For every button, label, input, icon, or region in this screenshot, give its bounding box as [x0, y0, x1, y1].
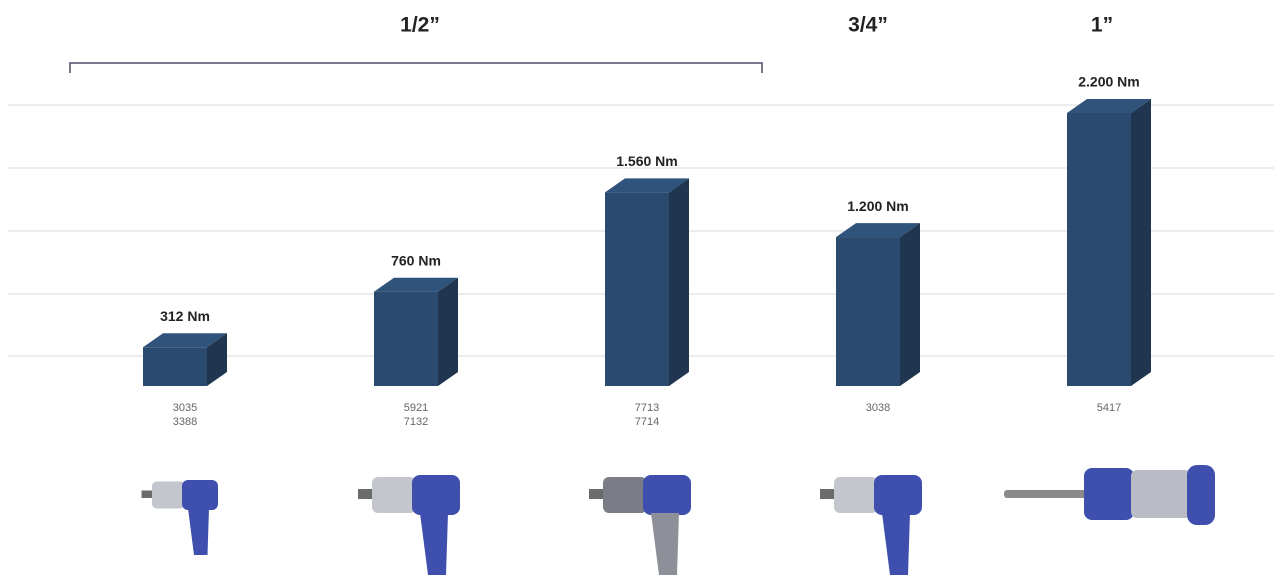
bar-front	[605, 192, 669, 386]
tool-shape	[358, 475, 460, 575]
tool-body	[874, 475, 922, 515]
tool-head	[834, 477, 878, 513]
tool-body	[182, 480, 218, 510]
bar-front	[143, 347, 207, 386]
tool-anvil	[820, 489, 836, 499]
tool-image	[589, 475, 691, 575]
value-label: 2.200 Nm	[1078, 74, 1139, 90]
tool-image	[141, 480, 218, 555]
tool-anvil	[589, 489, 605, 499]
bar-side	[207, 333, 227, 386]
tool-image	[1004, 465, 1215, 525]
tool-handle	[882, 513, 910, 575]
bar	[374, 277, 458, 386]
tool-head	[372, 477, 416, 513]
group-label: 3/4”	[848, 14, 888, 37]
category-label: 3038	[866, 402, 890, 414]
bar	[605, 178, 689, 386]
bar-side	[900, 223, 920, 386]
value-label: 760 Nm	[391, 252, 441, 268]
bar-front	[1067, 113, 1131, 386]
category-label: 3035	[173, 402, 197, 414]
group-bracket	[69, 62, 763, 73]
bar-top	[374, 277, 458, 292]
category-label: 5921	[404, 402, 428, 414]
product-images	[141, 465, 1215, 575]
tool-head	[603, 477, 647, 513]
tool-body	[1131, 470, 1191, 518]
tool-anvil	[141, 490, 154, 498]
tool-head	[1084, 468, 1134, 520]
tool-head	[152, 481, 185, 509]
value-label: 1.200 Nm	[847, 198, 908, 214]
value-label: 1.560 Nm	[616, 153, 677, 169]
tool-handle	[651, 513, 679, 575]
tool-handle	[188, 508, 209, 555]
value-label: 312 Nm	[160, 308, 210, 324]
tool-body	[643, 475, 691, 515]
category-label: 5417	[1097, 402, 1121, 414]
tool-handle	[420, 513, 448, 575]
tool-image	[820, 475, 922, 575]
bar	[1067, 99, 1151, 386]
bar	[836, 223, 920, 386]
bar-side	[438, 277, 458, 386]
tool-shape	[820, 475, 922, 575]
bar-top	[605, 178, 689, 193]
tool-body	[412, 475, 460, 515]
tool-anvil	[358, 489, 374, 499]
tool-shape	[141, 480, 218, 555]
bar-top	[143, 333, 227, 348]
bar-top	[836, 223, 920, 238]
tool-shaft	[1004, 490, 1089, 498]
category-label: 7132	[404, 416, 428, 428]
category-label: 7713	[635, 402, 659, 414]
bar-front	[836, 237, 900, 386]
bar-front	[374, 291, 438, 386]
group-label: 1/2”	[400, 14, 440, 37]
tool-image	[358, 475, 460, 575]
category-label: 7714	[635, 416, 659, 428]
bar	[143, 333, 227, 386]
group-label: 1”	[1091, 14, 1113, 37]
tool-handle	[1187, 465, 1215, 525]
bar-top	[1067, 99, 1151, 113]
category-label: 3388	[173, 416, 197, 428]
tool-shape	[589, 475, 691, 575]
bar-side	[669, 178, 689, 386]
bar-side	[1131, 99, 1151, 386]
